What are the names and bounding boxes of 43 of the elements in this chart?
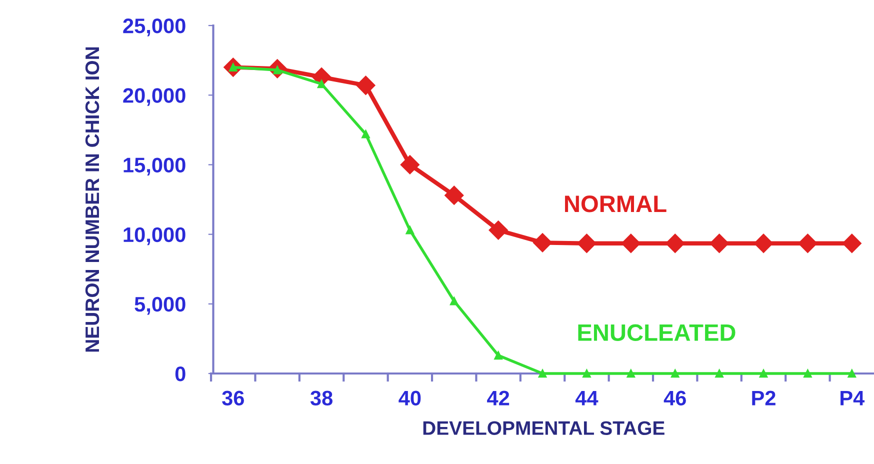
series-label: NORMAL — [565, 196, 666, 212]
y-tick-label: 15,000 — [124, 158, 186, 176]
point — [842, 234, 862, 253]
point — [666, 234, 685, 253]
point — [362, 130, 370, 138]
x-axis-title: DEVELOPMENTAL STAGE — [423, 421, 664, 435]
y-tick-label: 5,000 — [134, 296, 186, 315]
point — [804, 369, 812, 378]
x-tick-label: P4 — [840, 390, 865, 406]
point — [759, 369, 768, 378]
x-tick-label: 46 — [664, 390, 686, 406]
point — [532, 233, 552, 252]
point — [538, 369, 547, 378]
y-axis-title: NEURON NUMBER IN CHICK ION — [85, 47, 100, 352]
point — [798, 234, 818, 253]
y-tick-label: 10,000 — [124, 227, 186, 246]
point — [488, 220, 508, 240]
point — [626, 369, 636, 378]
y-tick-label: 0 — [175, 366, 186, 382]
point — [848, 369, 856, 378]
point — [450, 296, 458, 306]
point — [670, 369, 680, 378]
point — [715, 369, 724, 378]
point — [317, 80, 326, 88]
point — [754, 234, 774, 253]
point — [710, 234, 729, 253]
x-tick-label: 44 — [575, 390, 598, 406]
point — [406, 226, 414, 234]
point — [621, 234, 640, 253]
x-tick-label: 36 — [222, 390, 244, 406]
point — [577, 234, 596, 253]
y-tick-label: 20,000 — [123, 88, 186, 106]
point — [356, 76, 376, 95]
y-tick-label: 25,000 — [123, 18, 186, 36]
x-tick-label: 38 — [310, 390, 332, 406]
point — [444, 186, 464, 205]
x-tick-label: P2 — [752, 390, 776, 406]
point — [400, 155, 420, 174]
x-tick-label: 42 — [487, 390, 510, 406]
point — [582, 369, 591, 378]
x-tick-label: 40 — [398, 390, 421, 406]
point — [494, 351, 502, 360]
series-label: ENUCLEATED — [578, 324, 736, 342]
